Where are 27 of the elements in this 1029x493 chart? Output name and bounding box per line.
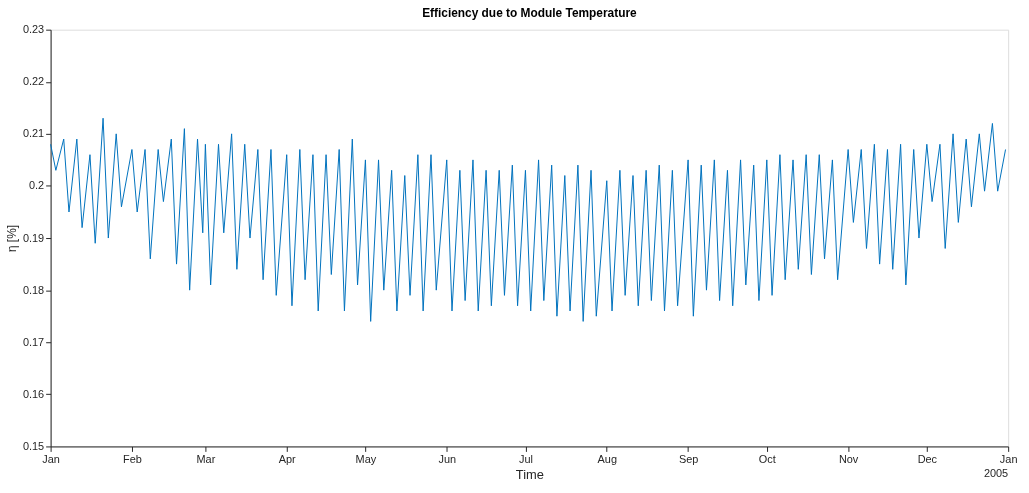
x-tick-label: Jan (999, 452, 1018, 465)
x-tick-label: Apr (278, 452, 297, 465)
x-tick-label: Sep (678, 452, 699, 465)
y-axis-title: η [%] (4, 224, 19, 253)
text: 2005 (983, 467, 1009, 480)
x-tick-label: Jun (438, 452, 457, 465)
y-tick-label: 0.19 (22, 231, 45, 244)
x-tick-label: May (355, 452, 377, 465)
x-tick-label: Dec (917, 452, 938, 465)
y-tick-label: 0.18 (22, 283, 45, 296)
y-tick-label: 0.15 (22, 439, 45, 452)
line-series (50, 117, 1007, 322)
y-tick-label: 0.22 (22, 75, 45, 88)
x-tick-label: Jul (518, 452, 533, 465)
chart-title: Efficiency due to Module Temperature (422, 5, 638, 20)
y-tick-label: 0.23 (22, 23, 45, 36)
x-tick-label: Jan (42, 452, 60, 465)
x-tick-label: Mar (196, 452, 216, 465)
y-tick-label: 0.17 (22, 335, 45, 348)
x-axis-title: Time (515, 466, 544, 482)
x-tick-label: Feb (123, 452, 142, 465)
x-tick-label: Oct (758, 452, 776, 465)
y-tick-label: 0.16 (22, 387, 45, 400)
y-tick-label: 0.2 (28, 179, 45, 192)
x-tick-label: Aug (597, 452, 617, 465)
y-tick-label: 0.21 (22, 127, 45, 140)
x-tick-label: Nov (838, 452, 859, 465)
